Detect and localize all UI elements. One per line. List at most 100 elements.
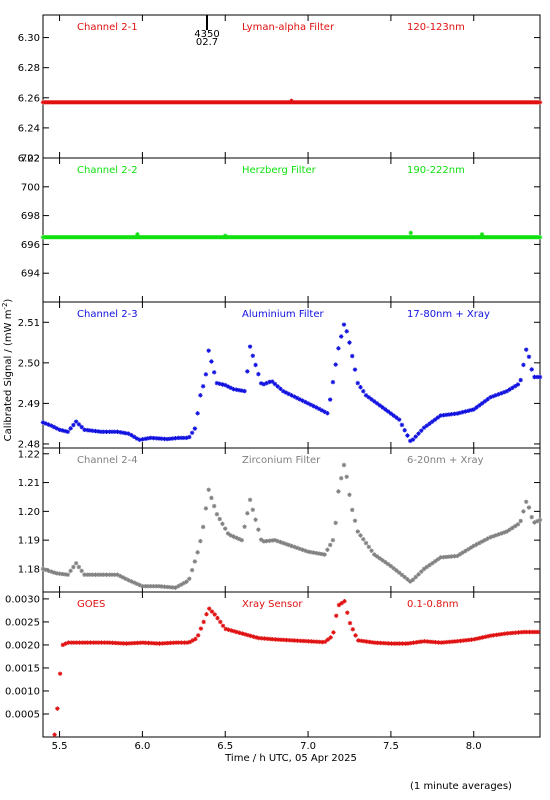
data-point [40, 235, 46, 240]
data-point [65, 429, 70, 434]
data-point [535, 629, 540, 635]
data-point [537, 374, 543, 380]
data-point [225, 531, 231, 536]
data-point [352, 367, 358, 372]
y-tick-label: 0.0005 [5, 709, 40, 720]
data-point [215, 615, 220, 621]
panel-filter-label: Zirconium Filter [242, 455, 321, 466]
y-tick-label: 0.0015 [5, 663, 40, 674]
data-point [148, 584, 153, 589]
data-point [463, 548, 468, 554]
data-point [203, 506, 209, 511]
panel-channel-label: GOES [77, 599, 105, 610]
data-point [501, 390, 507, 395]
data-point [385, 409, 391, 414]
data-point [449, 412, 454, 417]
y-tick-label: 1.22 [18, 449, 40, 460]
data-point [341, 322, 347, 327]
data-point [504, 389, 510, 394]
data-point [369, 397, 374, 402]
data-point [68, 568, 73, 574]
data-point [190, 638, 195, 643]
data-point [209, 609, 215, 614]
data-point [322, 552, 327, 557]
data-point [358, 385, 363, 390]
data-point [355, 529, 360, 534]
y-tick-label: 1.21 [18, 478, 40, 489]
data-point [366, 544, 371, 550]
data-point [154, 641, 159, 646]
data-point [330, 379, 336, 385]
data-point [73, 419, 79, 424]
y-tick-label: 6.26 [18, 93, 40, 104]
x-tick-label: 7.0 [300, 741, 316, 752]
data-point [416, 639, 422, 645]
data-point [361, 389, 366, 394]
y-tick-label: 0.0020 [5, 640, 40, 651]
data-point [267, 379, 272, 385]
x-axis-title: Time / h UTC, 05 Apr 2025 [224, 753, 357, 764]
panel-frame-4 [42, 447, 541, 593]
data-point [446, 412, 452, 417]
data-point [184, 640, 190, 645]
data-point [328, 542, 333, 548]
panel-filter-label: Xray Sensor [242, 599, 303, 610]
data-point [102, 640, 107, 645]
data-point [339, 600, 344, 606]
data-point [361, 639, 366, 644]
data-point [334, 613, 339, 618]
y-tick-label: 0.0010 [5, 686, 40, 697]
data-point [375, 640, 380, 645]
data-point [341, 462, 347, 468]
data-point [173, 640, 179, 645]
y-tick-label: 2.50 [18, 358, 40, 369]
data-point [347, 620, 353, 626]
data-point [107, 429, 112, 434]
data-point [55, 706, 60, 711]
data-point [515, 382, 521, 387]
data-point [405, 433, 410, 438]
data-point [209, 359, 214, 364]
orbit-marker-label: 4350 [194, 29, 219, 40]
panel-band-label: 0.1-0.8nm [407, 599, 459, 610]
data-point [206, 487, 211, 492]
data-point [62, 572, 68, 577]
data-point [485, 397, 490, 402]
panel-filter-label: Lyman-alpha Filter [242, 22, 335, 33]
data-point [385, 562, 391, 567]
data-point [358, 533, 363, 538]
data-point [410, 577, 416, 582]
data-point [350, 627, 355, 632]
data-point [374, 554, 380, 559]
data-point [469, 637, 474, 642]
data-point [57, 671, 63, 676]
y-tick-label: 696 [21, 240, 40, 251]
data-point [251, 634, 256, 639]
data-point [212, 370, 217, 375]
data-point [355, 380, 360, 386]
data-point [515, 522, 521, 527]
data-point [328, 635, 333, 640]
data-point [193, 636, 198, 642]
data-point [336, 489, 341, 494]
orbit-marker-label: 02.7 [196, 37, 218, 48]
data-point [207, 606, 212, 611]
data-point [82, 640, 88, 645]
data-point [339, 476, 344, 481]
data-point [345, 610, 350, 615]
panel-frame-5 [42, 591, 541, 738]
data-point [212, 612, 217, 617]
data-point [184, 579, 189, 584]
data-point [336, 346, 341, 351]
data-point [537, 100, 543, 105]
data-point [247, 497, 253, 502]
data-point [524, 347, 529, 352]
data-point [87, 572, 93, 577]
data-point [223, 233, 228, 238]
data-point [328, 397, 333, 402]
data-point [250, 507, 255, 512]
data-point [372, 552, 377, 557]
data-point [399, 422, 405, 428]
data-point [333, 362, 338, 367]
y-tick-label: 2.51 [18, 318, 40, 329]
